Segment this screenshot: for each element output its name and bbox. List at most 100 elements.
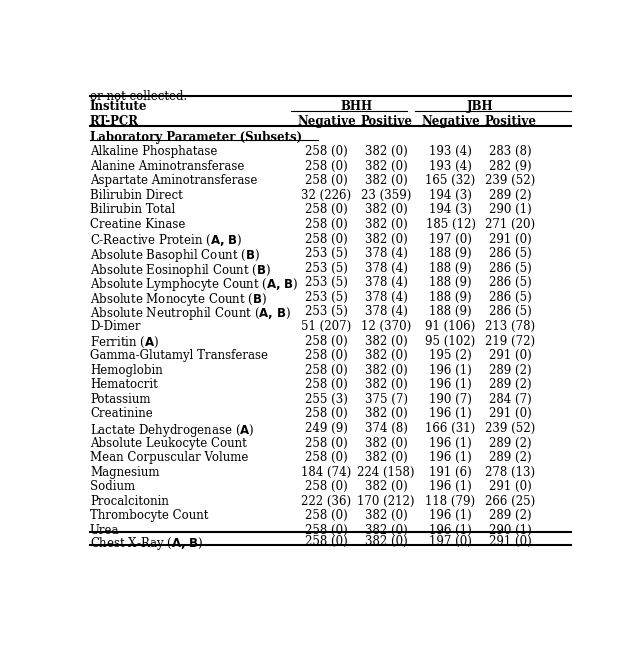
Text: 196 (1): 196 (1): [429, 451, 472, 464]
Text: Alkaline Phosphatase: Alkaline Phosphatase: [90, 145, 218, 158]
Text: 166 (31): 166 (31): [426, 422, 476, 435]
Text: Ferritin ($\bf{A}$): Ferritin ($\bf{A}$): [90, 335, 159, 350]
Text: 95 (102): 95 (102): [426, 335, 476, 347]
Text: 286 (5): 286 (5): [489, 276, 531, 290]
Text: 193 (4): 193 (4): [429, 160, 472, 173]
Text: 289 (2): 289 (2): [489, 436, 531, 450]
Text: 382 (0): 382 (0): [365, 408, 408, 420]
Text: Magnesium: Magnesium: [90, 465, 159, 479]
Text: 195 (2): 195 (2): [429, 349, 472, 362]
Text: Negative: Negative: [297, 116, 356, 128]
Text: Absolute Monocyte Count ($\bf{B}$): Absolute Monocyte Count ($\bf{B}$): [90, 291, 267, 308]
Text: 191 (6): 191 (6): [429, 465, 472, 479]
Text: Creatine Kinase: Creatine Kinase: [90, 218, 186, 231]
Text: 378 (4): 378 (4): [365, 247, 408, 260]
Text: 378 (4): 378 (4): [365, 305, 408, 319]
Text: 255 (3): 255 (3): [305, 393, 348, 406]
Text: 382 (0): 382 (0): [365, 335, 408, 347]
Text: 258 (0): 258 (0): [305, 408, 348, 420]
Text: C-Reactive Protein ($\bf{A{,}\ B}$): C-Reactive Protein ($\bf{A{,}\ B}$): [90, 232, 242, 248]
Text: 253 (5): 253 (5): [305, 262, 348, 275]
Text: Potassium: Potassium: [90, 393, 150, 406]
Text: 378 (4): 378 (4): [365, 262, 408, 275]
Text: Thrombocyte Count: Thrombocyte Count: [90, 509, 208, 523]
Text: 291 (0): 291 (0): [489, 535, 531, 548]
Text: 291 (0): 291 (0): [489, 232, 531, 246]
Text: 375 (7): 375 (7): [365, 393, 408, 406]
Text: 188 (9): 188 (9): [429, 305, 472, 319]
Text: 194 (3): 194 (3): [429, 189, 472, 202]
Text: Absolute Leukocyte Count: Absolute Leukocyte Count: [90, 436, 246, 450]
Text: 382 (0): 382 (0): [365, 524, 408, 537]
Text: 382 (0): 382 (0): [365, 203, 408, 216]
Text: 283 (8): 283 (8): [489, 145, 531, 158]
Text: Hematocrit: Hematocrit: [90, 378, 157, 391]
Text: 222 (36): 222 (36): [301, 495, 351, 508]
Text: 197 (0): 197 (0): [429, 535, 472, 548]
Text: 258 (0): 258 (0): [305, 509, 348, 523]
Text: or not collected.: or not collected.: [90, 90, 187, 103]
Text: Bilirubin Total: Bilirubin Total: [90, 203, 175, 216]
Text: 213 (78): 213 (78): [485, 320, 535, 333]
Text: 196 (1): 196 (1): [429, 408, 472, 420]
Text: 278 (13): 278 (13): [485, 465, 535, 479]
Text: 258 (0): 258 (0): [305, 203, 348, 216]
Text: 190 (7): 190 (7): [429, 393, 472, 406]
Text: Bilirubin Direct: Bilirubin Direct: [90, 189, 182, 202]
Text: 91 (106): 91 (106): [426, 320, 476, 333]
Text: 258 (0): 258 (0): [305, 364, 348, 376]
Text: 290 (1): 290 (1): [489, 203, 531, 216]
Text: 184 (74): 184 (74): [301, 465, 351, 479]
Text: Alanine Aminotransferase: Alanine Aminotransferase: [90, 160, 244, 173]
Text: 282 (9): 282 (9): [489, 160, 531, 173]
Text: 194 (3): 194 (3): [429, 203, 472, 216]
Text: 196 (1): 196 (1): [429, 509, 472, 523]
Text: 382 (0): 382 (0): [365, 480, 408, 493]
Text: 382 (0): 382 (0): [365, 509, 408, 523]
Text: 196 (1): 196 (1): [429, 524, 472, 537]
Text: 286 (5): 286 (5): [489, 247, 531, 260]
Text: Urea: Urea: [90, 524, 120, 537]
Text: Lactate Dehydrogenase ($\bf{A}$): Lactate Dehydrogenase ($\bf{A}$): [90, 422, 255, 439]
Text: 258 (0): 258 (0): [305, 335, 348, 347]
Text: 185 (12): 185 (12): [426, 218, 476, 231]
Text: Gamma-Glutamyl Transferase: Gamma-Glutamyl Transferase: [90, 349, 268, 362]
Text: 284 (7): 284 (7): [489, 393, 531, 406]
Text: 196 (1): 196 (1): [429, 378, 472, 391]
Text: 188 (9): 188 (9): [429, 276, 472, 290]
Text: 271 (20): 271 (20): [485, 218, 535, 231]
Text: 253 (5): 253 (5): [305, 276, 348, 290]
Text: 266 (25): 266 (25): [485, 495, 535, 508]
Text: 188 (9): 188 (9): [429, 247, 472, 260]
Text: Negative: Negative: [421, 116, 480, 128]
Text: 219 (72): 219 (72): [485, 335, 535, 347]
Text: 258 (0): 258 (0): [305, 160, 348, 173]
Text: 378 (4): 378 (4): [365, 276, 408, 290]
Text: Mean Corpuscular Volume: Mean Corpuscular Volume: [90, 451, 248, 464]
Text: 286 (5): 286 (5): [489, 291, 531, 304]
Text: Creatinine: Creatinine: [90, 408, 153, 420]
Text: Aspartate Aminotransferase: Aspartate Aminotransferase: [90, 174, 257, 187]
Text: Positive: Positive: [360, 116, 412, 128]
Text: 197 (0): 197 (0): [429, 232, 472, 246]
Text: Positive: Positive: [484, 116, 536, 128]
Text: 258 (0): 258 (0): [305, 145, 348, 158]
Text: 253 (5): 253 (5): [305, 291, 348, 304]
Text: 382 (0): 382 (0): [365, 436, 408, 450]
Text: 258 (0): 258 (0): [305, 436, 348, 450]
Text: 374 (8): 374 (8): [365, 422, 408, 435]
Text: 291 (0): 291 (0): [489, 349, 531, 362]
Text: 188 (9): 188 (9): [429, 291, 472, 304]
Text: 249 (9): 249 (9): [305, 422, 348, 435]
Text: 258 (0): 258 (0): [305, 535, 348, 548]
Text: 382 (0): 382 (0): [365, 160, 408, 173]
Text: 290 (1): 290 (1): [489, 524, 531, 537]
Text: 32 (226): 32 (226): [301, 189, 351, 202]
Text: 258 (0): 258 (0): [305, 218, 348, 231]
Text: 51 (207): 51 (207): [301, 320, 351, 333]
Text: JBH: JBH: [467, 100, 493, 113]
Text: 193 (4): 193 (4): [429, 145, 472, 158]
Text: Laboratory Parameter (Subsets): Laboratory Parameter (Subsets): [90, 131, 302, 144]
Text: 258 (0): 258 (0): [305, 174, 348, 187]
Text: 258 (0): 258 (0): [305, 232, 348, 246]
